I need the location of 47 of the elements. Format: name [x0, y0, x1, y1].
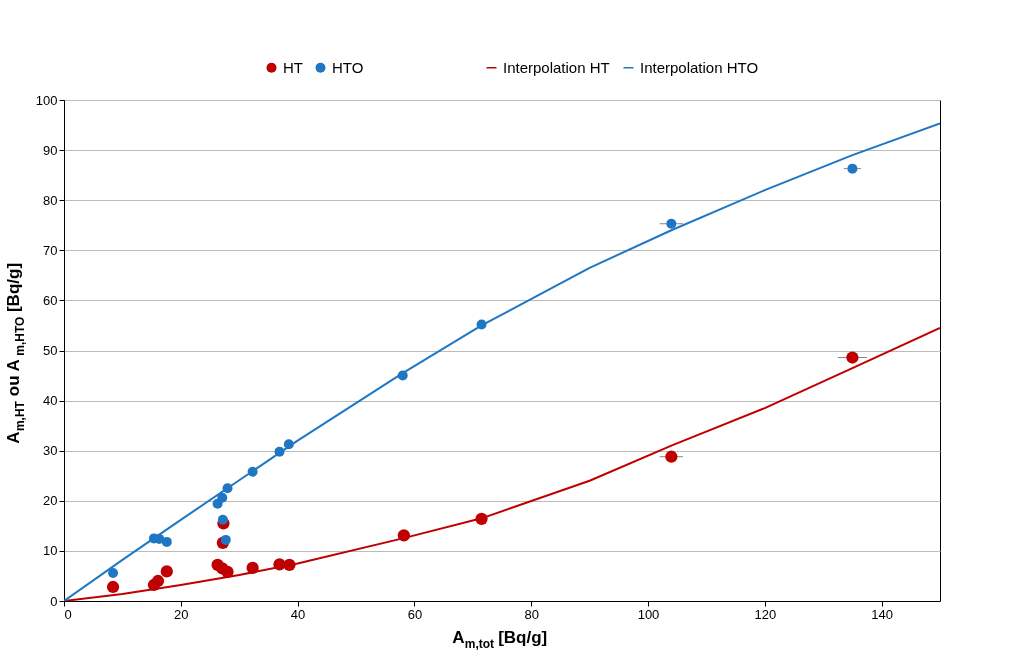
- point: [397, 529, 411, 542]
- x-tick-label: 40: [290, 606, 306, 622]
- point: [108, 567, 119, 578]
- y-tick-label: 50: [43, 343, 58, 358]
- point: [283, 439, 294, 450]
- y-tick-label: 90: [43, 142, 58, 158]
- point: [151, 574, 165, 588]
- x-tick-label: 100: [637, 606, 660, 622]
- point: [160, 565, 173, 578]
- y-tick-label: 40: [43, 393, 58, 409]
- y-tick-label: 60: [43, 292, 58, 308]
- point: [665, 450, 678, 463]
- x-tick-label: 60: [407, 606, 423, 622]
- point: [217, 514, 228, 525]
- x-tick-label: 80: [524, 606, 539, 622]
- x-tick-label: 0: [64, 606, 72, 622]
- point: [397, 370, 408, 381]
- point: [220, 534, 231, 545]
- point: [106, 580, 120, 594]
- legend-label: HT: [283, 58, 303, 76]
- y-tick-label: 70: [43, 242, 58, 258]
- point: [475, 512, 488, 525]
- point: [246, 561, 259, 575]
- point: [666, 218, 677, 229]
- point: [222, 483, 233, 494]
- point: [217, 492, 228, 503]
- y-tick-label: 20: [43, 493, 58, 509]
- point: [274, 446, 285, 457]
- y-axis-title: Am,HT ou Am,HTO [Bq/g]: [4, 262, 27, 444]
- y-tick-label: 10: [43, 543, 58, 559]
- point: [247, 466, 258, 477]
- x-tick-label: 20: [174, 606, 189, 622]
- x-tick-label: 120: [754, 606, 777, 622]
- point: [221, 565, 234, 579]
- legend-label: HTO: [332, 58, 364, 76]
- y-tick-label: 0: [50, 593, 58, 609]
- y-tick-label: 100: [35, 92, 58, 108]
- x-tick-label: 140: [871, 606, 893, 622]
- point: [847, 163, 858, 174]
- y-tick-label: 30: [43, 443, 58, 459]
- point: [161, 536, 172, 547]
- point: [283, 558, 296, 572]
- y-tick-label: 80: [43, 192, 58, 208]
- point: [846, 351, 859, 364]
- point: [476, 319, 487, 330]
- legend-label: Interpolation HT: [503, 58, 610, 76]
- legend-label: Interpolation HTO: [640, 58, 759, 76]
